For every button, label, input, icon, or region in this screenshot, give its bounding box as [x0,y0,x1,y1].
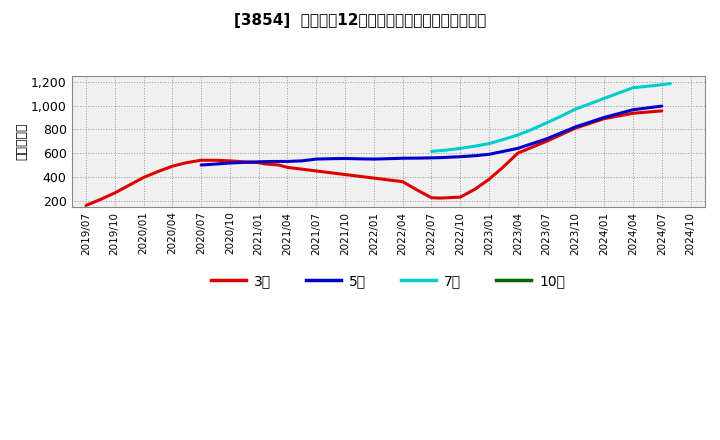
Legend: 3年, 5年, 7年, 10年: 3年, 5年, 7年, 10年 [206,268,571,293]
Y-axis label: （百万円）: （百万円） [15,122,28,160]
Text: [3854]  経常利益12か月移動合計の標準偏差の推移: [3854] 経常利益12か月移動合計の標準偏差の推移 [234,13,486,28]
